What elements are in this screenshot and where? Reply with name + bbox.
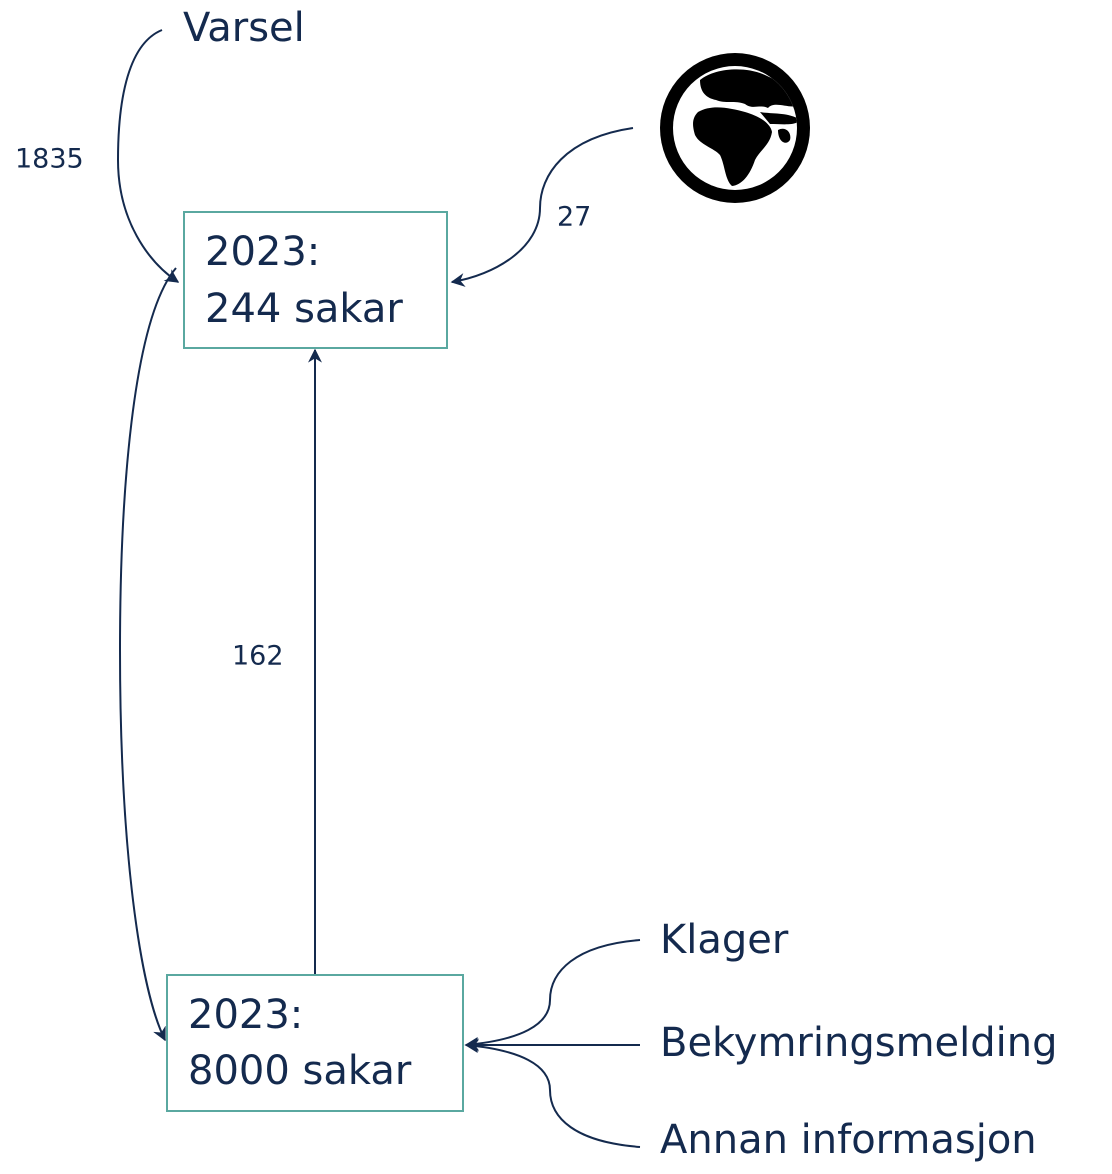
source-label: Annan informasjon (660, 1117, 1037, 1163)
box-text: 2023: (188, 992, 303, 1038)
source-label: Bekymringsmelding (660, 1020, 1058, 1066)
source-label: Varsel (183, 5, 305, 51)
edge-label: 27 (557, 202, 591, 233)
edge-left (118, 267, 177, 1042)
box-text: 8000 sakar (188, 1048, 412, 1094)
edge-world (450, 127, 634, 287)
edge-label: 162 (232, 641, 284, 672)
globe-icon (660, 53, 810, 203)
source-label: Klager (660, 917, 789, 963)
edge-varsel (116, 29, 180, 283)
box (183, 211, 448, 349)
edge-label: 1835 (15, 144, 84, 175)
box-text: 244 sakar (205, 286, 403, 332)
box (166, 974, 464, 1112)
edge-annan (464, 1039, 641, 1148)
box-text: 2023: (205, 229, 320, 275)
edge-klager (464, 939, 641, 1051)
